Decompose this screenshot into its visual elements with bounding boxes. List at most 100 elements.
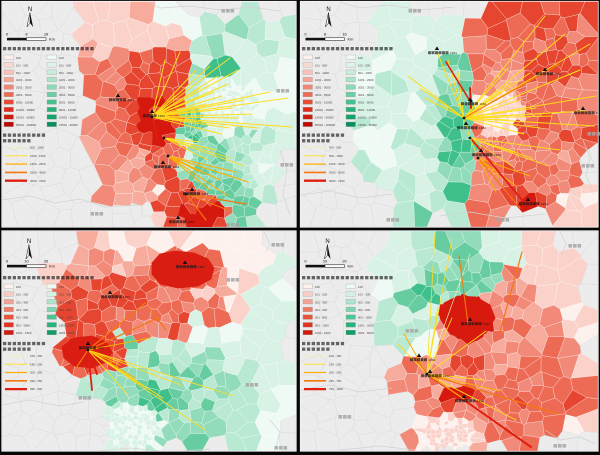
svg-text:250 - 750: 250 - 750 xyxy=(329,379,342,383)
svg-text:3001 - 5000: 3001 - 5000 xyxy=(315,93,331,97)
svg-text:1001 - 1500: 1001 - 1500 xyxy=(16,331,32,335)
svg-text:0: 0 xyxy=(304,32,307,37)
svg-text:100: 100 xyxy=(358,285,363,289)
svg-text:1364: 1364 xyxy=(555,72,562,76)
svg-text:101 - 200: 101 - 200 xyxy=(315,293,328,297)
svg-text:801 - 1500: 801 - 1500 xyxy=(59,316,73,320)
svg-text:1364: 1364 xyxy=(596,111,600,115)
svg-text:1001 - 2000: 1001 - 2000 xyxy=(59,78,75,82)
svg-text:5001 - 10000: 5001 - 10000 xyxy=(16,101,33,105)
svg-text:50001 - 100000: 50001 - 100000 xyxy=(315,123,336,127)
svg-text:3000 - 5000: 3000 - 5000 xyxy=(329,171,345,175)
svg-text:501 - 800: 501 - 800 xyxy=(315,316,328,320)
svg-text:Km: Km xyxy=(348,37,354,42)
svg-text:101 - 300: 101 - 300 xyxy=(59,293,72,297)
svg-text:5001 - 8000: 5001 - 8000 xyxy=(59,101,75,105)
svg-text:201 - 300: 201 - 300 xyxy=(16,300,29,304)
svg-text:2001 - 3000: 2001 - 3000 xyxy=(16,86,32,90)
svg-text:101 - 500: 101 - 500 xyxy=(315,63,328,67)
svg-text:N: N xyxy=(326,7,330,13)
svg-text:501 - 800: 501 - 800 xyxy=(16,316,29,320)
svg-text:1364: 1364 xyxy=(450,51,457,55)
svg-text:10001 - 15000: 10001 - 15000 xyxy=(16,108,35,112)
svg-text:101 - 500: 101 - 500 xyxy=(59,63,72,67)
svg-text:1364: 1364 xyxy=(480,102,487,106)
svg-text:501 - 1000: 501 - 1000 xyxy=(315,71,329,75)
svg-text:2001 - 3000: 2001 - 3000 xyxy=(59,86,75,90)
svg-text:1364: 1364 xyxy=(483,322,490,326)
svg-text:101 - 500: 101 - 500 xyxy=(16,63,29,67)
svg-text:100: 100 xyxy=(16,56,21,60)
svg-text:500 - 1000: 500 - 1000 xyxy=(30,146,44,150)
svg-text:0: 0 xyxy=(6,32,9,37)
svg-text:500 - 1000: 500 - 1000 xyxy=(329,154,343,158)
svg-text:1000 - 3000: 1000 - 3000 xyxy=(329,162,345,166)
svg-text:1500 - 2500: 1500 - 2500 xyxy=(30,162,46,166)
svg-text:10001 - 15000: 10001 - 15000 xyxy=(358,116,377,120)
svg-text:100: 100 xyxy=(315,56,320,60)
svg-text:1364: 1364 xyxy=(202,192,209,196)
svg-text:1000 - 1500: 1000 - 1500 xyxy=(30,154,46,158)
svg-text:15001 - 30000: 15001 - 30000 xyxy=(59,123,78,127)
svg-text:Km: Km xyxy=(49,264,55,269)
svg-text:350 - 600: 350 - 600 xyxy=(30,387,43,391)
svg-text:15001 - 50000: 15001 - 50000 xyxy=(16,116,35,120)
svg-text:100 - 150: 100 - 150 xyxy=(329,354,342,358)
svg-text:1364: 1364 xyxy=(98,346,105,350)
svg-text:2001 - 3000: 2001 - 3000 xyxy=(358,86,374,90)
svg-text:Km: Km xyxy=(348,264,354,269)
svg-text:15001 - 50000: 15001 - 50000 xyxy=(315,116,334,120)
svg-text:501 - 800: 501 - 800 xyxy=(59,308,72,312)
svg-text:100: 100 xyxy=(59,56,64,60)
svg-text:100: 100 xyxy=(358,56,363,60)
svg-text:1364: 1364 xyxy=(158,114,165,118)
svg-text:5001 - 10000: 5001 - 10000 xyxy=(315,101,332,105)
svg-text:2001 - 5000: 2001 - 5000 xyxy=(358,331,374,335)
svg-text:1001 - 1500: 1001 - 1500 xyxy=(315,331,331,335)
svg-text:501 - 1000: 501 - 1000 xyxy=(16,71,30,75)
svg-text:250 - 350: 250 - 350 xyxy=(30,379,43,383)
svg-text:1364: 1364 xyxy=(123,295,130,299)
svg-text:100 - 150: 100 - 150 xyxy=(30,354,43,358)
svg-text:301 - 500: 301 - 500 xyxy=(59,300,72,304)
svg-text:5001 - 8000: 5001 - 8000 xyxy=(358,101,374,105)
svg-text:200 - 250: 200 - 250 xyxy=(329,371,342,375)
svg-text:1364: 1364 xyxy=(429,358,436,362)
svg-text:101 - 300: 101 - 300 xyxy=(358,293,371,297)
svg-text:0: 0 xyxy=(6,259,9,264)
svg-text:20: 20 xyxy=(44,259,49,264)
svg-text:10: 10 xyxy=(323,259,328,264)
svg-text:N: N xyxy=(28,7,32,13)
svg-text:2500 - 4000: 2500 - 4000 xyxy=(30,171,46,175)
svg-text:N: N xyxy=(27,239,31,245)
svg-text:1001 - 2000: 1001 - 2000 xyxy=(315,78,331,82)
svg-text:301 - 500: 301 - 500 xyxy=(315,308,328,312)
svg-text:801 - 1000: 801 - 1000 xyxy=(315,323,329,327)
svg-text:N: N xyxy=(325,239,329,245)
svg-text:301 - 500: 301 - 500 xyxy=(16,308,29,312)
svg-text:16: 16 xyxy=(342,32,346,37)
svg-text:101 - 200: 101 - 200 xyxy=(16,293,29,297)
svg-text:0: 0 xyxy=(304,259,307,264)
svg-text:8: 8 xyxy=(324,32,326,37)
svg-text:20: 20 xyxy=(342,259,347,264)
svg-text:1364: 1364 xyxy=(477,399,484,403)
svg-text:1501 - 2000: 1501 - 2000 xyxy=(59,323,75,327)
svg-text:10001 - 15000: 10001 - 15000 xyxy=(59,116,78,120)
svg-text:1501 - 2000: 1501 - 2000 xyxy=(358,323,374,327)
svg-text:1001 - 2000: 1001 - 2000 xyxy=(358,78,374,82)
svg-text:15001 - 30000: 15001 - 30000 xyxy=(358,123,377,127)
svg-text:1364: 1364 xyxy=(494,153,501,157)
svg-text:1364: 1364 xyxy=(541,202,548,206)
svg-text:801 - 1000: 801 - 1000 xyxy=(16,323,30,327)
svg-text:1364: 1364 xyxy=(128,98,135,102)
svg-text:501 - 800: 501 - 800 xyxy=(358,308,371,312)
svg-text:801 - 1500: 801 - 1500 xyxy=(358,316,372,320)
svg-text:1364: 1364 xyxy=(173,165,180,169)
svg-text:301 - 500: 301 - 500 xyxy=(358,300,371,304)
svg-text:1364: 1364 xyxy=(188,220,195,224)
svg-text:8001 - 10000: 8001 - 10000 xyxy=(59,108,76,112)
svg-text:3001 - 5000: 3001 - 5000 xyxy=(59,93,75,97)
svg-text:150 - 200: 150 - 200 xyxy=(329,362,342,366)
svg-text:501 - 1000: 501 - 1000 xyxy=(59,71,73,75)
